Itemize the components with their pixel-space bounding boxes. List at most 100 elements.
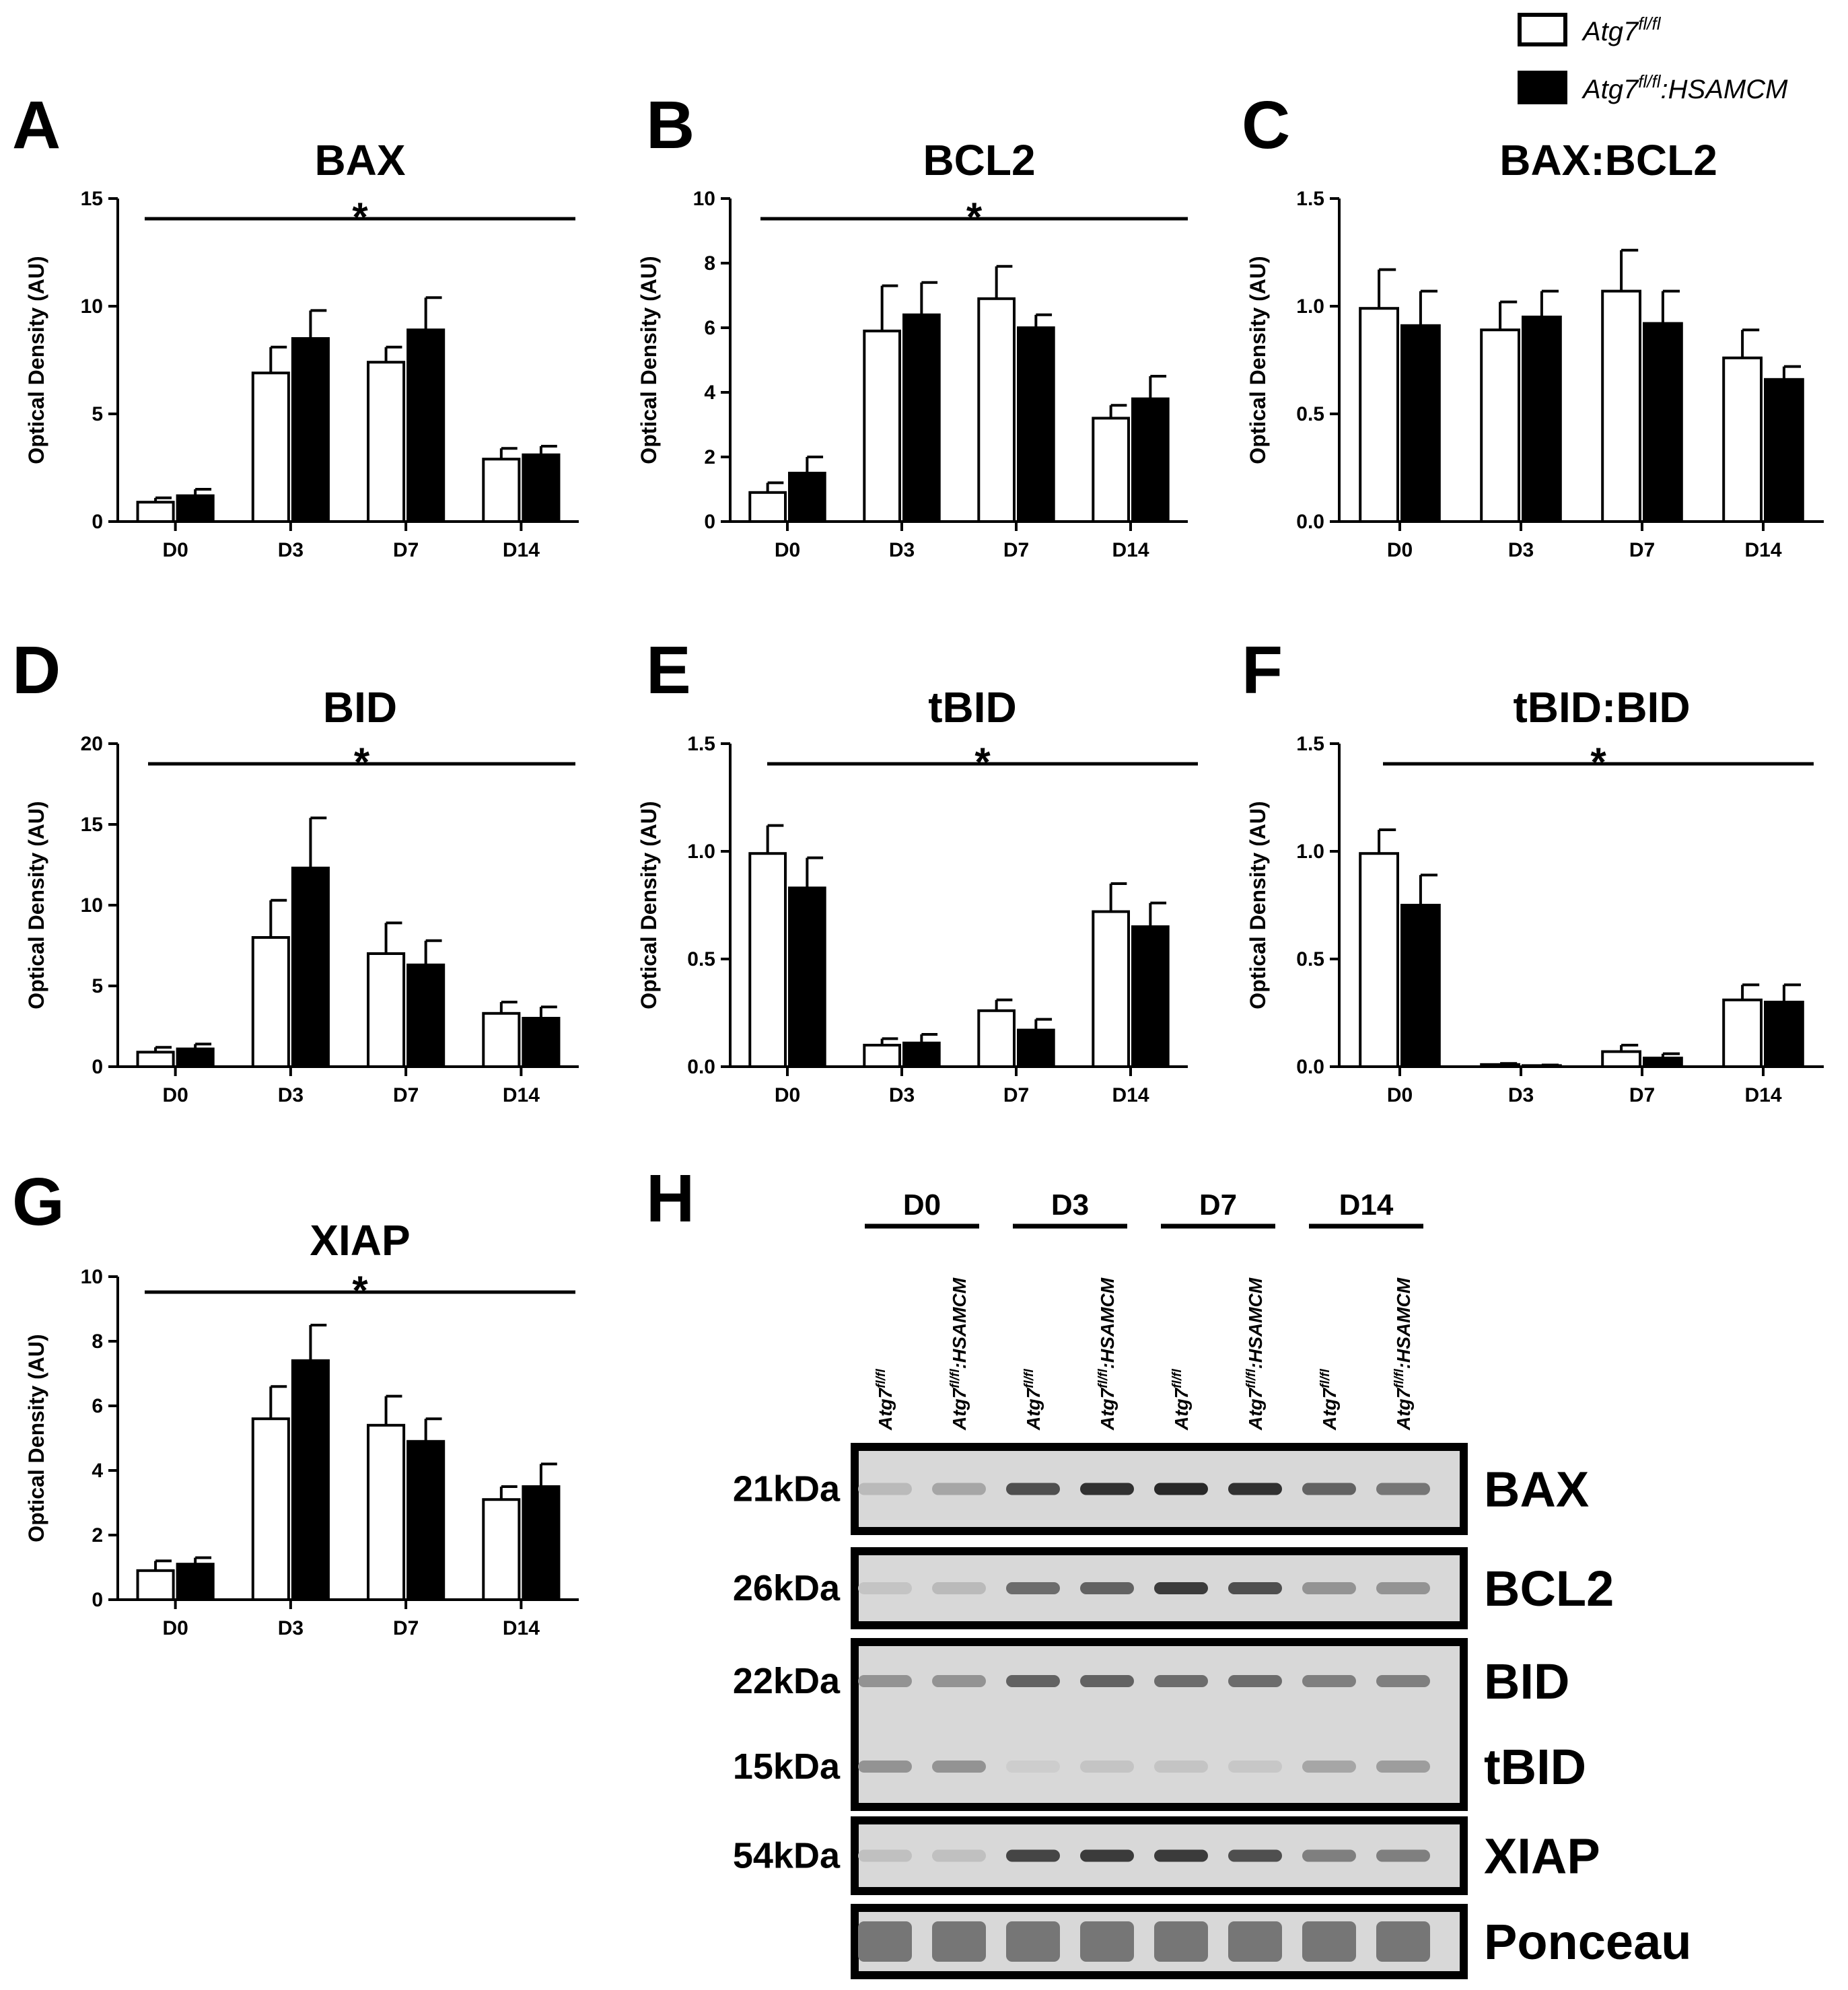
band xyxy=(1154,1675,1208,1687)
bar xyxy=(176,1047,215,1068)
bar xyxy=(251,371,290,524)
band xyxy=(1302,1849,1356,1862)
panel-label: A xyxy=(12,87,61,163)
protein-label: XIAP xyxy=(1484,1828,1600,1884)
x-tick-label: D3 xyxy=(278,539,304,561)
lane-label: Atg7fl/fl:HSAMCM xyxy=(1244,1277,1266,1431)
day-label: D7 xyxy=(1199,1188,1237,1221)
lane-label: Atg7fl/fl:HSAMCM xyxy=(1096,1277,1118,1431)
y-tick-label: 1.0 xyxy=(1296,841,1324,863)
bar xyxy=(176,1563,215,1601)
legend-swatch-wt xyxy=(1518,13,1567,46)
x-tick-label: D14 xyxy=(1744,539,1781,561)
band xyxy=(932,1675,986,1687)
x-tick-label: D14 xyxy=(503,1084,540,1106)
band xyxy=(1228,1582,1282,1594)
bar xyxy=(1764,378,1804,523)
bar xyxy=(1601,1050,1641,1068)
bar xyxy=(748,491,787,523)
band xyxy=(1376,1582,1430,1594)
bar xyxy=(522,1017,561,1068)
y-axis-label: Optical Density (AU) xyxy=(1246,801,1270,1009)
band xyxy=(1302,1675,1356,1687)
bar xyxy=(1643,1057,1683,1068)
x-tick-label: D7 xyxy=(1629,539,1655,561)
kda-label: 22kDa xyxy=(733,1661,841,1701)
bar xyxy=(1092,417,1131,524)
y-tick-label: 6 xyxy=(704,317,715,339)
bar xyxy=(136,1569,175,1602)
bar xyxy=(788,886,826,1069)
significance-star: * xyxy=(352,1268,368,1313)
panel-label: F xyxy=(1242,633,1283,708)
kda-label: 21kDa xyxy=(733,1469,841,1509)
kda-label: 54kDa xyxy=(733,1836,841,1876)
protein-label: BID xyxy=(1484,1654,1569,1709)
y-axis-label: Optical Density (AU) xyxy=(637,256,661,464)
y-tick-label: 1.0 xyxy=(1296,295,1324,318)
kda-label: 26kDa xyxy=(733,1568,841,1608)
lane-label: Atg7fl/fl xyxy=(1170,1369,1192,1431)
kda-label: 15kDa xyxy=(733,1746,841,1787)
y-tick-label: 2 xyxy=(704,446,715,468)
x-tick-label: D14 xyxy=(1112,1084,1149,1106)
chart-title: BCL2 xyxy=(923,136,1035,184)
y-axis-label: Optical Density (AU) xyxy=(24,1334,48,1542)
bar xyxy=(977,1009,1016,1069)
band xyxy=(1154,1849,1208,1862)
bar xyxy=(788,472,826,523)
x-tick-label: D0 xyxy=(162,1617,188,1639)
y-tick-label: 10 xyxy=(81,1266,103,1288)
band xyxy=(1302,1582,1356,1594)
band xyxy=(1302,1921,1356,1962)
y-tick-label: 0 xyxy=(92,511,103,533)
x-tick-label: D0 xyxy=(162,1084,188,1106)
protein-label: tBID xyxy=(1484,1739,1586,1795)
y-tick-label: 0.0 xyxy=(1296,511,1324,533)
lane-label: Atg7fl/fl xyxy=(874,1369,896,1431)
significance-star: * xyxy=(966,194,983,240)
bar xyxy=(291,1359,330,1602)
blot-bax: 21kDa BAX xyxy=(733,1443,1589,1535)
panel-label: E xyxy=(646,633,691,708)
bar xyxy=(1400,904,1441,1068)
x-tick-label: D3 xyxy=(889,1084,915,1106)
band xyxy=(1228,1921,1282,1962)
chart-title: BAX xyxy=(314,136,405,184)
significance-star: * xyxy=(354,740,370,785)
chart-d: D BID 0 5 10 15 20 Optical Density (AU) D0 D3 D7 D1… xyxy=(12,633,579,1106)
chart-title: XIAP xyxy=(310,1216,410,1265)
x-tick-label: D0 xyxy=(775,1084,800,1106)
x-tick-label: D3 xyxy=(278,1617,304,1639)
x-tick-label: D3 xyxy=(278,1084,304,1106)
band xyxy=(1154,1582,1208,1594)
y-tick-label: 1.5 xyxy=(687,733,715,755)
blot-frame xyxy=(851,1904,1468,1979)
bar xyxy=(251,936,290,1068)
bar xyxy=(902,313,941,523)
bar xyxy=(1522,1064,1562,1069)
bar xyxy=(1764,1001,1804,1068)
blot-xiap: 54kDa XIAP xyxy=(733,1816,1600,1895)
bar xyxy=(863,1044,902,1068)
x-tick-label: D7 xyxy=(1003,539,1029,561)
band xyxy=(1006,1921,1060,1962)
band xyxy=(1006,1761,1060,1773)
y-axis-label: Optical Density (AU) xyxy=(637,801,661,1009)
bar xyxy=(406,1440,446,1602)
band xyxy=(1376,1483,1430,1495)
y-tick-label: 0 xyxy=(92,1589,103,1611)
band xyxy=(1376,1849,1430,1862)
y-tick-label: 10 xyxy=(693,188,715,210)
legend-label-ko: Atg7fl/fl:HSAMCM xyxy=(1582,71,1788,104)
legend: Atg7fl/fl Atg7fl/fl:HSAMCM xyxy=(1518,13,1788,104)
protein-label: BAX xyxy=(1484,1462,1589,1518)
y-tick-label: 1.5 xyxy=(1296,733,1324,755)
y-axis-label: Optical Density (AU) xyxy=(24,256,48,464)
protein-label: Ponceau xyxy=(1484,1914,1691,1970)
y-axis-label: Optical Density (AU) xyxy=(1246,256,1270,464)
band xyxy=(1080,1849,1134,1862)
band xyxy=(1006,1582,1060,1594)
band xyxy=(1080,1921,1134,1962)
bar xyxy=(1522,316,1562,523)
